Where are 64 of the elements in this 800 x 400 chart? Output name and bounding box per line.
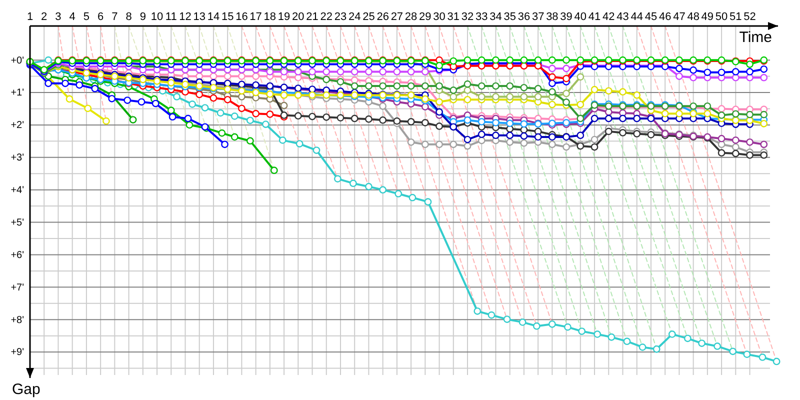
x-tick-label: 42 (602, 11, 615, 23)
y-tick-label: +0' (10, 55, 24, 66)
x-tick-label: 45 (644, 11, 658, 23)
x-tick-label: 24 (348, 11, 361, 23)
x-tick-label: 4 (69, 11, 76, 23)
x-tick-label: 7 (112, 11, 118, 23)
x-tick-label: 9 (140, 11, 146, 23)
x-tick-label: 20 (292, 11, 304, 23)
x-tick-label: 15 (221, 11, 234, 23)
x-tick-label: 5 (83, 11, 90, 23)
y-tick-label: +3' (10, 152, 24, 164)
x-tick-label: 11 (165, 11, 177, 23)
x-tick-label: 10 (150, 11, 164, 23)
y-tick-label: +7' (10, 282, 24, 294)
x-tick-label: 39 (560, 11, 572, 23)
x-tick-label: 46 (658, 11, 672, 23)
y-tick-label: +8' (10, 314, 24, 326)
x-tick-label: 37 (532, 11, 544, 23)
x-tick-label: 30 (433, 11, 446, 23)
x-tick-label: 29 (419, 11, 432, 23)
x-tick-label: 14 (207, 11, 220, 23)
y-tick-label: +9' (10, 347, 24, 358)
x-tick-label: 13 (193, 11, 206, 23)
x-tick-label: 25 (362, 11, 375, 23)
x-tick-label: 35 (504, 11, 516, 23)
x-tick-label: 28 (404, 11, 418, 23)
y-axis-title: Gap (12, 381, 40, 398)
x-tick-label: 41 (588, 11, 601, 23)
x-tick-label: 26 (376, 11, 389, 23)
x-tick-label: 2 (41, 11, 48, 23)
y-tick-label: +2' (10, 120, 24, 132)
x-tick-label: 6 (98, 11, 104, 23)
y-tick-label: +4' (10, 185, 24, 196)
x-tick-label: 21 (306, 11, 318, 23)
y-tick-label: +1' (10, 88, 24, 99)
x-tick-label: 36 (518, 11, 530, 23)
x-tick-label: 48 (687, 11, 700, 23)
x-tick-label: 38 (546, 11, 558, 23)
y-tick-label: +6' (10, 250, 24, 261)
x-tick-label: 19 (278, 11, 290, 23)
x-tick-label: 8 (126, 11, 132, 23)
x-tick-label: 50 (715, 11, 728, 23)
x-tick-label: 43 (616, 11, 629, 23)
x-axis-title: Time (739, 29, 772, 46)
x-tick-label: 18 (264, 11, 276, 23)
x-tick-label: 16 (236, 11, 248, 23)
x-tick-label: 23 (334, 11, 347, 23)
x-tick-label: 12 (179, 11, 192, 23)
x-tick-label: 52 (744, 11, 756, 23)
x-tick-label: 33 (476, 11, 488, 23)
x-tick-label: 51 (730, 11, 742, 23)
x-tick-label: 27 (390, 11, 404, 23)
y-tick-label: +5' (10, 217, 24, 228)
x-tick-label: 44 (630, 11, 643, 23)
x-tick-label: 1 (26, 11, 34, 23)
x-tick-label: 22 (320, 11, 332, 23)
x-tick-label: 31 (447, 11, 460, 23)
x-tick-label: 40 (574, 11, 587, 23)
x-tick-label: 49 (701, 11, 714, 23)
x-tick-label: 3 (55, 11, 62, 23)
x-tick-label: 34 (490, 11, 502, 23)
x-tick-label: 47 (673, 11, 686, 23)
x-tick-label: 32 (461, 11, 474, 23)
x-tick-label: 17 (250, 11, 262, 23)
